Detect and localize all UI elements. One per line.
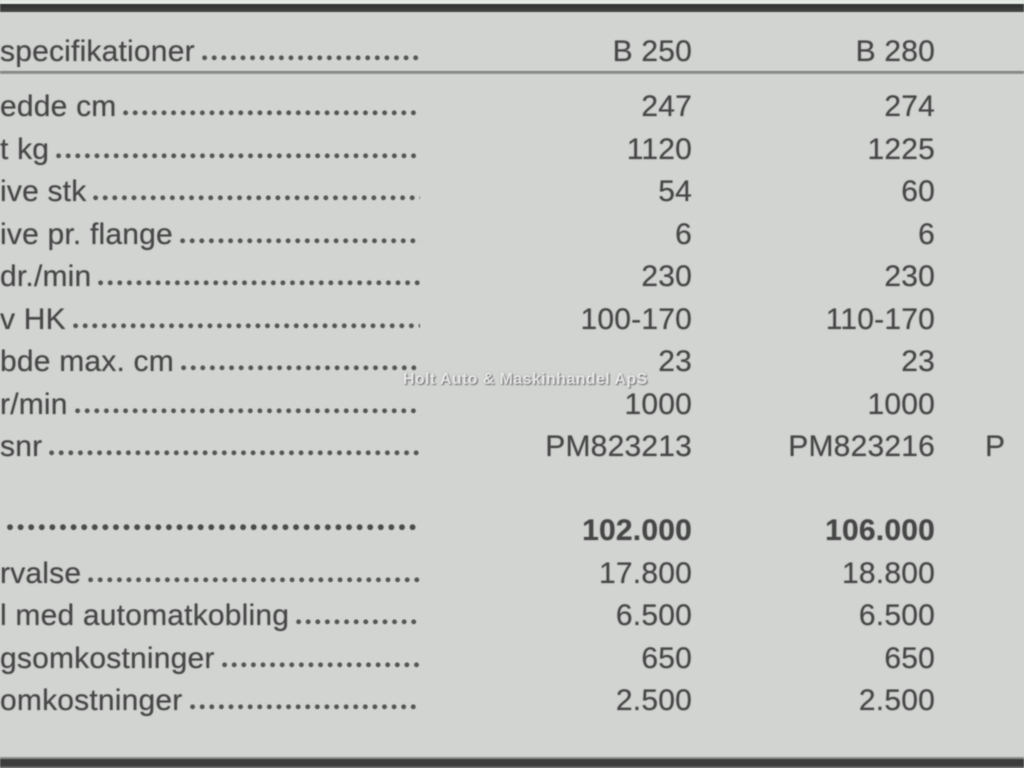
table-row: ive stk 54 60 — [0, 171, 1024, 214]
row-value-b280: 6.500 — [858, 599, 935, 633]
row-label: rvalse — [0, 556, 82, 590]
column-header-b280: B 280 — [855, 35, 935, 69]
row-value-b280: 60 — [901, 175, 935, 209]
row-value-b280: 650 — [884, 641, 935, 675]
table-row: bde max. cm 23 23 — [0, 341, 1024, 384]
row-value-b250: 17.800 — [599, 556, 692, 590]
row-value-b280: 23 — [901, 345, 935, 379]
dot-leader — [88, 576, 420, 583]
row-value-b280: 1000 — [867, 387, 935, 421]
dot-leader — [72, 322, 420, 329]
dot-leader — [98, 280, 420, 287]
table-row: dr./min 230 230 — [0, 256, 1024, 299]
row-label: gsomkostninger — [0, 641, 215, 675]
row-value-b250: 6 — [675, 217, 692, 251]
row-label: dr./min — [0, 260, 92, 294]
dot-leader — [189, 704, 420, 711]
row-value-b250: 247 — [641, 90, 692, 124]
row-value-b250: 102.000 — [582, 514, 692, 548]
dot-leader — [296, 619, 420, 626]
row-value-b280: 274 — [884, 90, 935, 124]
row-label: omkostninger — [0, 684, 183, 718]
dot-leader — [123, 110, 420, 117]
dot-leader — [221, 661, 420, 668]
table-row: ive pr. flange 6 6 — [0, 214, 1024, 257]
row-value-b280: 110-170 — [825, 302, 935, 336]
row-value-b250: PM823213 — [545, 430, 692, 464]
spec-rows-section: edde cm 247 274 t kg 1120 1225 ive stk 5… — [0, 86, 1024, 469]
column-header-b250: B 250 — [612, 35, 692, 69]
table-row: gsomkostninger 650 650 — [0, 638, 1024, 681]
table-row: t kg 1120 1225 — [0, 129, 1024, 172]
row-label: v HK — [0, 302, 66, 336]
table-header-row: specifikationer B 250 B 280 — [0, 31, 1024, 74]
top-edge-strip — [0, 0, 1024, 4]
row-value-b250: 2.500 — [615, 684, 692, 718]
header-label: specifikationer — [0, 35, 195, 69]
dot-leader — [180, 365, 420, 372]
row-value-b280: 1225 — [867, 132, 935, 166]
row-value-b250: 650 — [641, 641, 692, 675]
row-value-b280: 2.500 — [858, 684, 935, 718]
row-value-b250: 1000 — [624, 387, 692, 421]
row-value-col3-clipped: P — [985, 430, 1006, 464]
table-row: l med automatkobling 6.500 6.500 — [0, 595, 1024, 638]
row-value-b280: 106.000 — [825, 514, 935, 548]
dot-leader — [179, 237, 420, 244]
dot-leader — [49, 450, 420, 457]
dot-leader — [56, 152, 420, 159]
row-value-b280: 6 — [918, 217, 935, 251]
table-row: rvalse 17.800 18.800 — [0, 553, 1024, 596]
row-label: r/min — [0, 387, 68, 421]
row-label: l med automatkobling — [0, 599, 290, 633]
table-row: omkostninger 2.500 2.500 — [0, 680, 1024, 723]
row-label: snr — [0, 430, 43, 464]
table-row: r/min 1000 1000 — [0, 384, 1024, 427]
table-row: snr PM823213 PM823216 P — [0, 426, 1024, 469]
row-label: bde max. cm — [0, 345, 174, 379]
row-label: ive pr. flange — [0, 217, 173, 251]
table-row-price-total: 102.000 106.000 — [0, 510, 1024, 553]
row-value-b280: PM823216 — [788, 430, 935, 464]
dot-leader — [93, 195, 420, 202]
row-value-b250: 1120 — [626, 132, 692, 166]
dot-leader — [7, 523, 420, 531]
table-row: edde cm 247 274 — [0, 86, 1024, 129]
row-value-b250: 230 — [641, 260, 692, 294]
row-label: edde cm — [0, 90, 117, 124]
row-value-b280: 18.800 — [842, 556, 935, 590]
header-divider-line — [0, 71, 1024, 74]
row-value-b250: 23 — [658, 345, 692, 379]
price-rows-section: 102.000 106.000 rvalse 17.800 18.800 l m… — [0, 510, 1024, 723]
dot-leader — [74, 407, 420, 414]
row-value-b250: 54 — [658, 175, 692, 209]
table-row: v HK 100-170 110-170 — [0, 299, 1024, 342]
dealer-watermark: Holt Auto & Maskinhandel ApS — [403, 371, 648, 388]
dot-leader — [201, 55, 420, 62]
top-border-bar — [0, 4, 1024, 12]
row-value-b280: 230 — [884, 260, 935, 294]
bottom-border-bar — [0, 757, 1024, 768]
row-label: t kg — [0, 132, 50, 166]
row-value-b250: 100-170 — [580, 302, 692, 336]
row-label: ive stk — [0, 175, 87, 209]
row-value-b250: 6.500 — [615, 599, 692, 633]
